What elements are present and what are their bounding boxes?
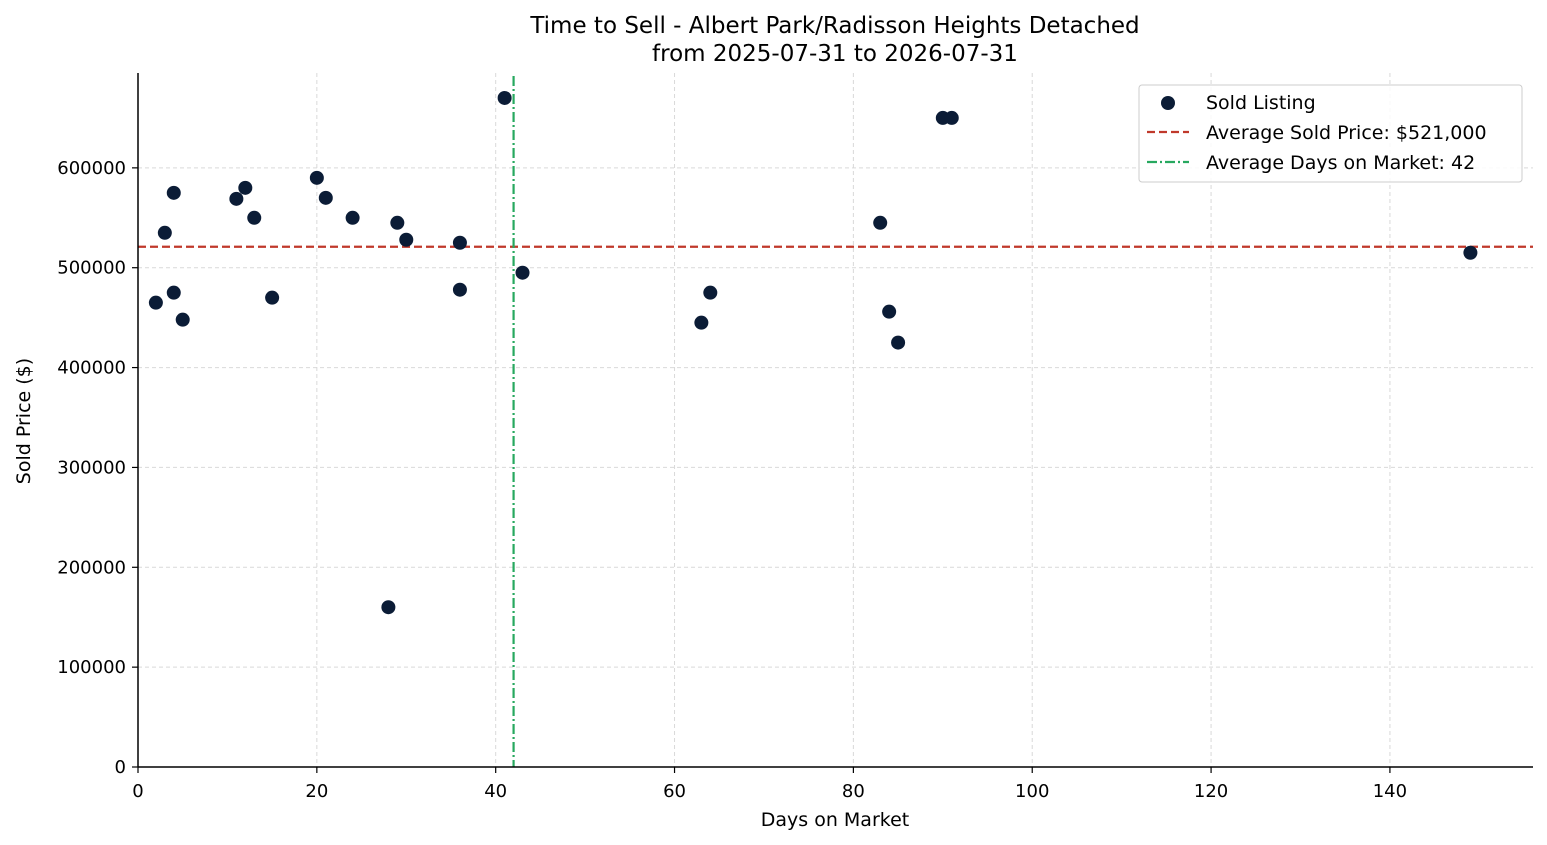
tick-labels: 0 20 40 60 80 100 120 140 0 100000 200000 300000 400… bbox=[57, 158, 1407, 802]
data-point bbox=[882, 304, 897, 319]
data-point bbox=[381, 600, 396, 615]
data-point bbox=[265, 290, 280, 305]
x-tick-label: 60 bbox=[663, 781, 686, 802]
data-points bbox=[148, 90, 1478, 615]
reference-lines bbox=[138, 76, 1533, 767]
data-point bbox=[497, 90, 512, 105]
x-tick-label: 0 bbox=[132, 781, 143, 802]
x-tick-label: 140 bbox=[1373, 781, 1407, 802]
data-point bbox=[318, 190, 333, 205]
x-tick-label: 20 bbox=[305, 781, 328, 802]
data-point bbox=[175, 312, 190, 327]
data-point bbox=[166, 285, 181, 300]
chart-title: Time to Sell - Albert Park/Radisson Heig… bbox=[529, 13, 1139, 39]
x-tick-label: 120 bbox=[1194, 781, 1228, 802]
data-point bbox=[166, 185, 181, 200]
data-point bbox=[345, 210, 360, 225]
data-point bbox=[452, 282, 467, 297]
data-point bbox=[238, 180, 253, 195]
y-tick-label: 400000 bbox=[57, 358, 126, 379]
y-tick-label: 600000 bbox=[57, 158, 126, 179]
data-point bbox=[157, 225, 172, 240]
data-point bbox=[247, 210, 262, 225]
chart-subtitle: from 2025-07-31 to 2026-07-31 bbox=[652, 41, 1018, 67]
legend-label-average-days: Average Days on Market: 42 bbox=[1206, 152, 1475, 174]
legend-marker-sold-listing bbox=[1161, 96, 1175, 110]
y-tick-label: 0 bbox=[115, 757, 126, 778]
legend: Sold Listing Average Sold Price: $521,00… bbox=[1138, 84, 1523, 183]
data-point bbox=[891, 335, 906, 350]
data-point bbox=[452, 235, 467, 250]
y-tick-label: 500000 bbox=[57, 258, 126, 279]
y-axis-label: Sold Price ($) bbox=[13, 358, 35, 484]
y-tick-label: 200000 bbox=[57, 557, 126, 578]
x-tick-label: 40 bbox=[484, 781, 507, 802]
x-tick-label: 100 bbox=[1015, 781, 1049, 802]
data-point bbox=[1463, 245, 1478, 260]
data-point bbox=[944, 110, 959, 125]
data-point bbox=[873, 215, 888, 230]
data-point bbox=[148, 295, 163, 310]
y-tick-label: 300000 bbox=[57, 457, 126, 478]
legend-label-average-price: Average Sold Price: $521,000 bbox=[1206, 122, 1487, 144]
data-point bbox=[399, 232, 414, 247]
data-point bbox=[694, 315, 709, 330]
legend-box bbox=[1138, 84, 1523, 183]
y-tick-label: 100000 bbox=[57, 657, 126, 678]
data-point bbox=[390, 215, 405, 230]
axes bbox=[132, 73, 1533, 773]
x-axis-label: Days on Market bbox=[761, 809, 909, 831]
data-point bbox=[229, 191, 244, 206]
data-point bbox=[515, 265, 530, 280]
data-point bbox=[309, 170, 324, 185]
legend-label-sold-listing: Sold Listing bbox=[1206, 92, 1316, 114]
x-tick-label: 80 bbox=[842, 781, 865, 802]
data-point bbox=[703, 285, 718, 300]
